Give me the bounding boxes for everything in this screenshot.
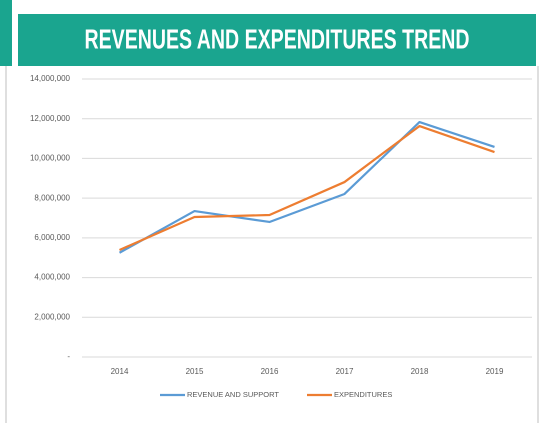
legend-label: REVENUE AND SUPPORT bbox=[187, 390, 279, 399]
y-tick-label: 6,000,000 bbox=[34, 233, 70, 242]
y-tick-label: 4,000,000 bbox=[34, 273, 70, 282]
y-tick-label: - bbox=[67, 352, 70, 361]
x-tick-label: 2016 bbox=[261, 367, 279, 376]
side-band bbox=[0, 0, 12, 66]
x-tick-label: 2018 bbox=[411, 367, 429, 376]
x-tick-label: 2014 bbox=[111, 367, 129, 376]
x-tick-label: 2019 bbox=[486, 367, 504, 376]
x-tick-label: 2015 bbox=[186, 367, 204, 376]
series-line bbox=[119, 124, 495, 251]
series-line bbox=[118, 120, 495, 254]
legend-label: EXPENDITURES bbox=[334, 390, 392, 399]
y-tick-label: 2,000,000 bbox=[34, 312, 70, 321]
y-tick-label: 14,000,000 bbox=[30, 74, 71, 83]
chart-title: REVENUES AND EXPENDITURES TREND bbox=[85, 23, 470, 54]
y-tick-label: 12,000,000 bbox=[30, 114, 71, 123]
title-band bbox=[18, 14, 536, 66]
y-tick-label: 10,000,000 bbox=[30, 154, 71, 163]
y-tick-label: 8,000,000 bbox=[34, 193, 70, 202]
x-tick-label: 2017 bbox=[336, 367, 354, 376]
